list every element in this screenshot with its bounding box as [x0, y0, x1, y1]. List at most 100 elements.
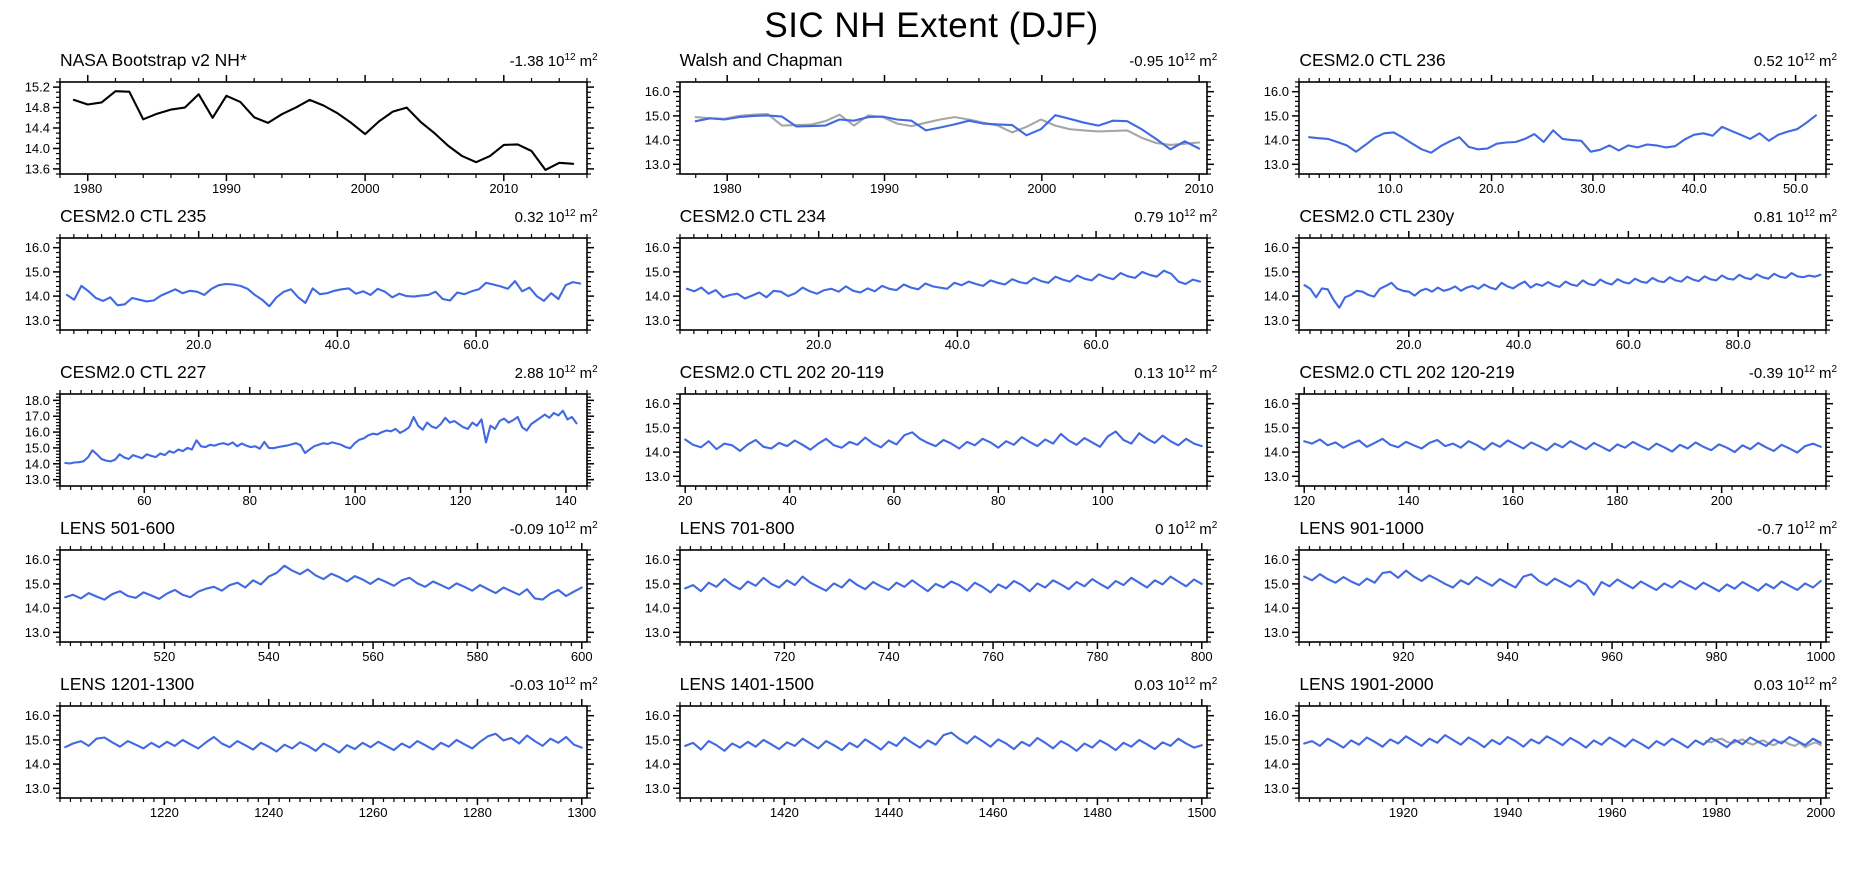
chart-panel: LENS 501-600 -0.09 1012 m2 520 540 560 580 600 13… [14, 518, 610, 666]
axis-tick-labels: 20 40 60 80 100 13.0 14.0 15.0 16.0 [644, 396, 1113, 508]
axis-tick-labels: 20.0 40.0 60.0 13.0 14.0 15.0 16.0 [25, 240, 489, 352]
svg-text:15.0: 15.0 [1264, 108, 1289, 123]
svg-text:40.0: 40.0 [325, 337, 350, 352]
panel-title: Walsh and Chapman [679, 50, 843, 70]
chart-plot: 720 740 760 780 800 13.0 14.0 15.0 16.0 [644, 543, 1214, 664]
panel-trend-value: 0.32 1012 m2 [515, 208, 598, 226]
plot-frame [1298, 393, 1828, 487]
svg-text:720: 720 [773, 649, 795, 664]
chart-plot: 20.0 40.0 60.0 80.0 13.0 14.0 15.0 16.0 [1264, 231, 1834, 352]
axis-ticks [672, 543, 1214, 649]
svg-text:160: 160 [1502, 493, 1524, 508]
svg-text:1000: 1000 [1807, 649, 1836, 664]
trend-unit: m [1199, 209, 1212, 226]
svg-text:1980: 1980 [73, 181, 102, 196]
svg-text:17.0: 17.0 [25, 409, 50, 424]
chart-panel: CESM2.0 CTL 234 0.79 1012 m2 20.0 40.0 60.0 13.… [634, 206, 1230, 354]
trend-exponent-base: 10 [547, 365, 565, 382]
svg-text:60.0: 60.0 [1616, 337, 1641, 352]
chart-plot: 1420 1440 1460 1480 1500 13.0 14.0 15.0 16.0 [644, 699, 1216, 820]
axis-ticks [672, 75, 1214, 181]
svg-text:20.0: 20.0 [1479, 181, 1504, 196]
axis-ticks [1292, 543, 1834, 649]
plot-frame [678, 237, 1208, 331]
trend-exponent-base: 10 [547, 209, 565, 226]
svg-text:1920: 1920 [1389, 805, 1418, 820]
svg-text:60.0: 60.0 [463, 337, 488, 352]
trend-exponent: 12 [1803, 52, 1815, 63]
plot-frame [1298, 549, 1828, 643]
svg-text:800: 800 [1191, 649, 1213, 664]
svg-text:960: 960 [1602, 649, 1624, 664]
svg-text:20: 20 [678, 493, 692, 508]
svg-text:15.0: 15.0 [644, 576, 669, 591]
svg-text:14.8: 14.8 [25, 100, 50, 115]
axis-tick-labels: 920 940 960 980 1000 13.0 14.0 15.0 16.0 [1264, 552, 1836, 664]
trend-unit: m [1818, 677, 1832, 694]
trend-number: 0.03 [1753, 677, 1784, 694]
svg-text:15.0: 15.0 [1264, 732, 1289, 747]
svg-text:14.0: 14.0 [644, 757, 669, 772]
axis-tick-labels: 1420 1440 1460 1480 1500 13.0 14.0 15.0 16.0 [644, 708, 1216, 820]
svg-text:760: 760 [982, 649, 1004, 664]
svg-text:13.0: 13.0 [644, 469, 669, 484]
svg-text:13.0: 13.0 [1264, 469, 1289, 484]
trend-unit: m [1199, 365, 1212, 382]
plot-frame [678, 549, 1208, 643]
axis-ticks [53, 75, 594, 181]
trend-exponent: 12 [564, 208, 576, 219]
panel-header: CESM2.0 CTL 227 2.88 1012 m2 [14, 362, 610, 386]
svg-text:940: 940 [1497, 649, 1519, 664]
trend-exponent: 12 [1184, 52, 1196, 63]
svg-text:20.0: 20.0 [186, 337, 211, 352]
trend-unit-exponent: 2 [592, 520, 598, 531]
trend-unit-exponent: 2 [1211, 520, 1218, 531]
panel-header: CESM2.0 CTL 202 120-219 -0.39 1012 m2 [1253, 362, 1849, 386]
trend-exponent: 12 [1803, 520, 1815, 531]
svg-text:580: 580 [467, 649, 489, 664]
svg-text:16.0: 16.0 [25, 425, 50, 440]
panel-header: LENS 1201-1300 -0.03 1012 m2 [14, 674, 610, 698]
trend-exponent-base: 10 [1787, 521, 1804, 538]
axis-tick-labels: 720 740 760 780 800 13.0 14.0 15.0 16.0 [644, 552, 1212, 664]
chart-panel: LENS 1401-1500 0.03 1012 m2 1420 1440 1460 1480… [634, 674, 1230, 822]
svg-text:1420: 1420 [770, 805, 799, 820]
svg-text:1960: 1960 [1598, 805, 1627, 820]
svg-text:13.0: 13.0 [644, 313, 669, 328]
svg-text:16.0: 16.0 [644, 84, 669, 99]
chart-panel: CESM2.0 CTL 227 2.88 1012 m2 60 80 100 120 140 13… [14, 362, 610, 510]
svg-text:14.0: 14.0 [25, 456, 50, 471]
trend-number: 0.81 [1753, 209, 1784, 226]
trend-number: 0.52 [1753, 53, 1784, 70]
svg-text:140: 140 [555, 493, 577, 508]
panel-title: CESM2.0 CTL 227 [60, 362, 207, 382]
chart-panel: LENS 1201-1300 -0.03 1012 m2 1220 1240 1260 128… [14, 674, 610, 822]
svg-text:13.0: 13.0 [1264, 781, 1289, 796]
svg-text:13.0: 13.0 [25, 472, 50, 487]
trend-exponent-base: 10 [1167, 53, 1185, 70]
trend-exponent: 12 [1803, 208, 1815, 219]
axis-ticks [53, 543, 594, 649]
plot-frame [59, 81, 588, 175]
svg-text:13.0: 13.0 [1264, 157, 1289, 172]
panel-trend-value: -1.38 1012 m2 [510, 52, 598, 70]
trend-unit-exponent: 2 [1831, 52, 1837, 63]
axis-tick-labels: 1920 1940 1960 1980 2000 13.0 14.0 15.0 16.0 [1264, 708, 1836, 820]
svg-text:16.0: 16.0 [25, 552, 50, 567]
svg-text:13.0: 13.0 [1264, 313, 1289, 328]
svg-text:15.0: 15.0 [644, 732, 669, 747]
trend-unit-exponent: 2 [1211, 676, 1218, 687]
svg-text:13.0: 13.0 [644, 625, 669, 640]
data-line [1303, 734, 1823, 750]
panel-header: LENS 1401-1500 0.03 1012 m2 [634, 674, 1230, 698]
svg-text:13.0: 13.0 [644, 781, 669, 796]
trend-exponent: 12 [564, 364, 576, 375]
trend-exponent-base: 10 [547, 677, 565, 694]
svg-text:80: 80 [991, 493, 1005, 508]
svg-text:13.0: 13.0 [644, 157, 669, 172]
figure-title: SIC NH Extent (DJF) [764, 6, 1099, 45]
data-line [65, 280, 582, 308]
trend-unit: m [1818, 209, 1832, 226]
svg-text:15.0: 15.0 [644, 108, 669, 123]
svg-text:16.0: 16.0 [25, 708, 50, 723]
